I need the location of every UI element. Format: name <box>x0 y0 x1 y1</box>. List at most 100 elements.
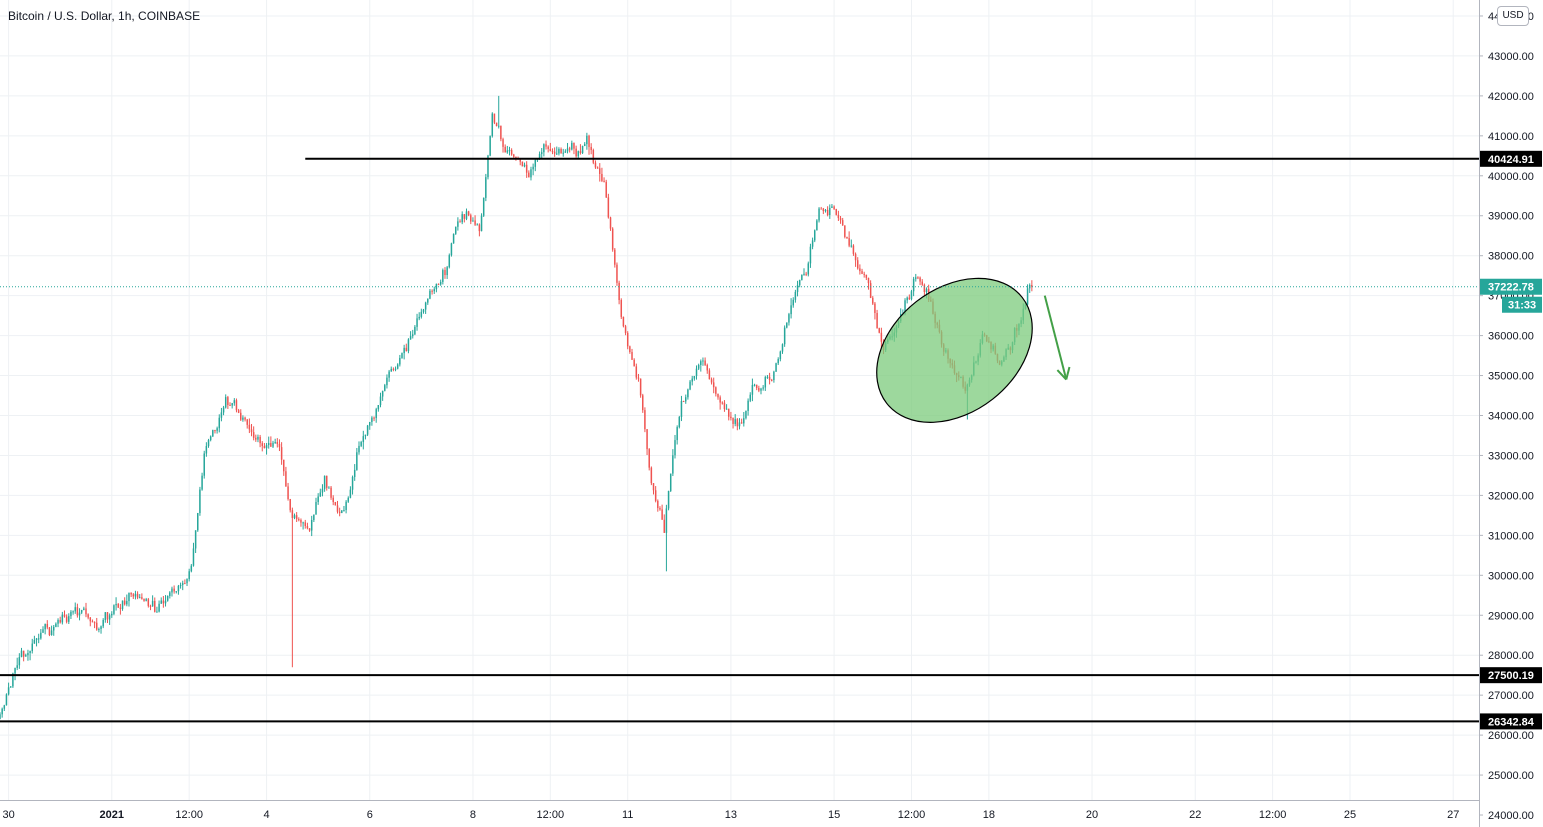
candle <box>386 374 388 389</box>
horizontal-levels[interactable] <box>0 157 1479 723</box>
price-tick-label: 41000.00 <box>1488 131 1534 143</box>
candle-body <box>179 585 182 587</box>
candle-body <box>270 443 272 447</box>
candle <box>725 404 728 410</box>
level-price-tag-background[interactable] <box>1480 667 1542 684</box>
candle-body <box>390 368 392 372</box>
candle <box>141 593 143 600</box>
level-price-tag-background[interactable] <box>1480 713 1542 730</box>
candle-body <box>323 475 326 489</box>
candle-body <box>728 408 730 417</box>
candle <box>635 363 638 380</box>
candle <box>356 447 358 471</box>
candle <box>341 509 343 514</box>
candle-body <box>336 505 339 512</box>
candle-body <box>338 511 341 514</box>
candle-body <box>68 616 70 622</box>
candle <box>566 142 569 154</box>
candle <box>143 598 145 602</box>
candle-body <box>904 300 906 314</box>
candle <box>427 298 429 305</box>
down-arrow-shaft[interactable] <box>1043 295 1068 380</box>
drawing-annotations[interactable] <box>0 249 1479 452</box>
time-axis[interactable]: 30 2021 12:00 4 6 8 12:00 11 13 15 12:00 18 20 22 12:0… <box>0 800 1479 827</box>
candle-body <box>579 151 582 154</box>
candle <box>121 600 124 611</box>
level-price-tag[interactable]: 40424.91 <box>1488 154 1534 166</box>
candle <box>52 624 55 636</box>
price-axis[interactable]: 24000.00 25000.00 26000.00 27000.00 28000.00… <box>1479 0 1543 827</box>
level-price-tag-background[interactable] <box>1480 150 1542 167</box>
candle-body <box>482 197 485 216</box>
candle <box>25 653 27 657</box>
candle-body <box>399 357 401 365</box>
candle <box>549 142 552 152</box>
level-price-tag[interactable]: 27500.19 <box>1488 670 1534 682</box>
candle-body <box>1026 288 1029 305</box>
candle-body <box>577 151 580 157</box>
last-price-tag[interactable]: 37222.78 <box>1488 282 1534 294</box>
candle-body <box>171 588 173 593</box>
candle-body <box>513 154 515 157</box>
candle <box>829 204 831 219</box>
candle <box>863 271 865 278</box>
candle-body <box>654 490 657 501</box>
candle <box>235 398 238 413</box>
candle <box>463 214 466 223</box>
candle-body <box>850 245 853 247</box>
candle-body <box>396 364 399 369</box>
level-price-tag[interactable]: 26342.84 <box>1488 716 1535 728</box>
candle <box>717 393 719 400</box>
candle-body <box>659 508 661 510</box>
currency-button[interactable]: USD <box>1497 6 1529 26</box>
time-tick-label: 12:00 <box>175 809 203 821</box>
candle <box>867 277 870 290</box>
candle-body <box>921 281 923 285</box>
candle <box>89 616 92 627</box>
candle-body <box>766 376 769 378</box>
candle-body <box>461 214 463 223</box>
candle-body <box>678 416 681 428</box>
candle-body <box>369 421 371 426</box>
candle-body <box>55 623 57 627</box>
candle <box>762 385 764 391</box>
candle-body <box>240 412 242 420</box>
candle-body <box>807 263 810 275</box>
candle <box>201 472 203 491</box>
price-tick-label: 43000.00 <box>1488 51 1534 63</box>
candle-body <box>590 146 592 151</box>
candle <box>0 712 1 720</box>
candle <box>678 415 681 429</box>
candle-body <box>72 611 74 613</box>
candle-body <box>470 215 472 222</box>
down-arrow-head[interactable] <box>1065 366 1071 380</box>
candle <box>446 265 448 279</box>
candle-body <box>801 274 803 280</box>
candle <box>381 390 384 401</box>
candle-body <box>349 489 352 498</box>
candle-body <box>379 396 382 406</box>
last-price-tag-background[interactable] <box>1480 278 1542 295</box>
candle-body <box>437 283 440 285</box>
candle <box>837 210 840 221</box>
candle-body <box>57 619 59 624</box>
time-tick-label: 12:00 <box>537 809 565 821</box>
price-tick-label: 24000.00 <box>1488 810 1534 822</box>
candle-body <box>212 430 214 437</box>
candle <box>399 354 401 367</box>
candle <box>293 513 296 520</box>
candle-body <box>822 208 825 212</box>
down-arrow-head[interactable] <box>1056 369 1067 381</box>
candle <box>691 375 693 386</box>
candle <box>409 331 412 340</box>
candle-body <box>366 425 369 435</box>
countdown-tag[interactable]: 31:33 <box>1508 300 1536 312</box>
highlight-ellipse[interactable] <box>849 249 1061 452</box>
candle-body <box>175 591 178 593</box>
candle <box>347 496 350 503</box>
candle <box>7 682 10 696</box>
candle <box>824 208 827 213</box>
candle <box>831 204 833 209</box>
candle <box>818 207 820 223</box>
